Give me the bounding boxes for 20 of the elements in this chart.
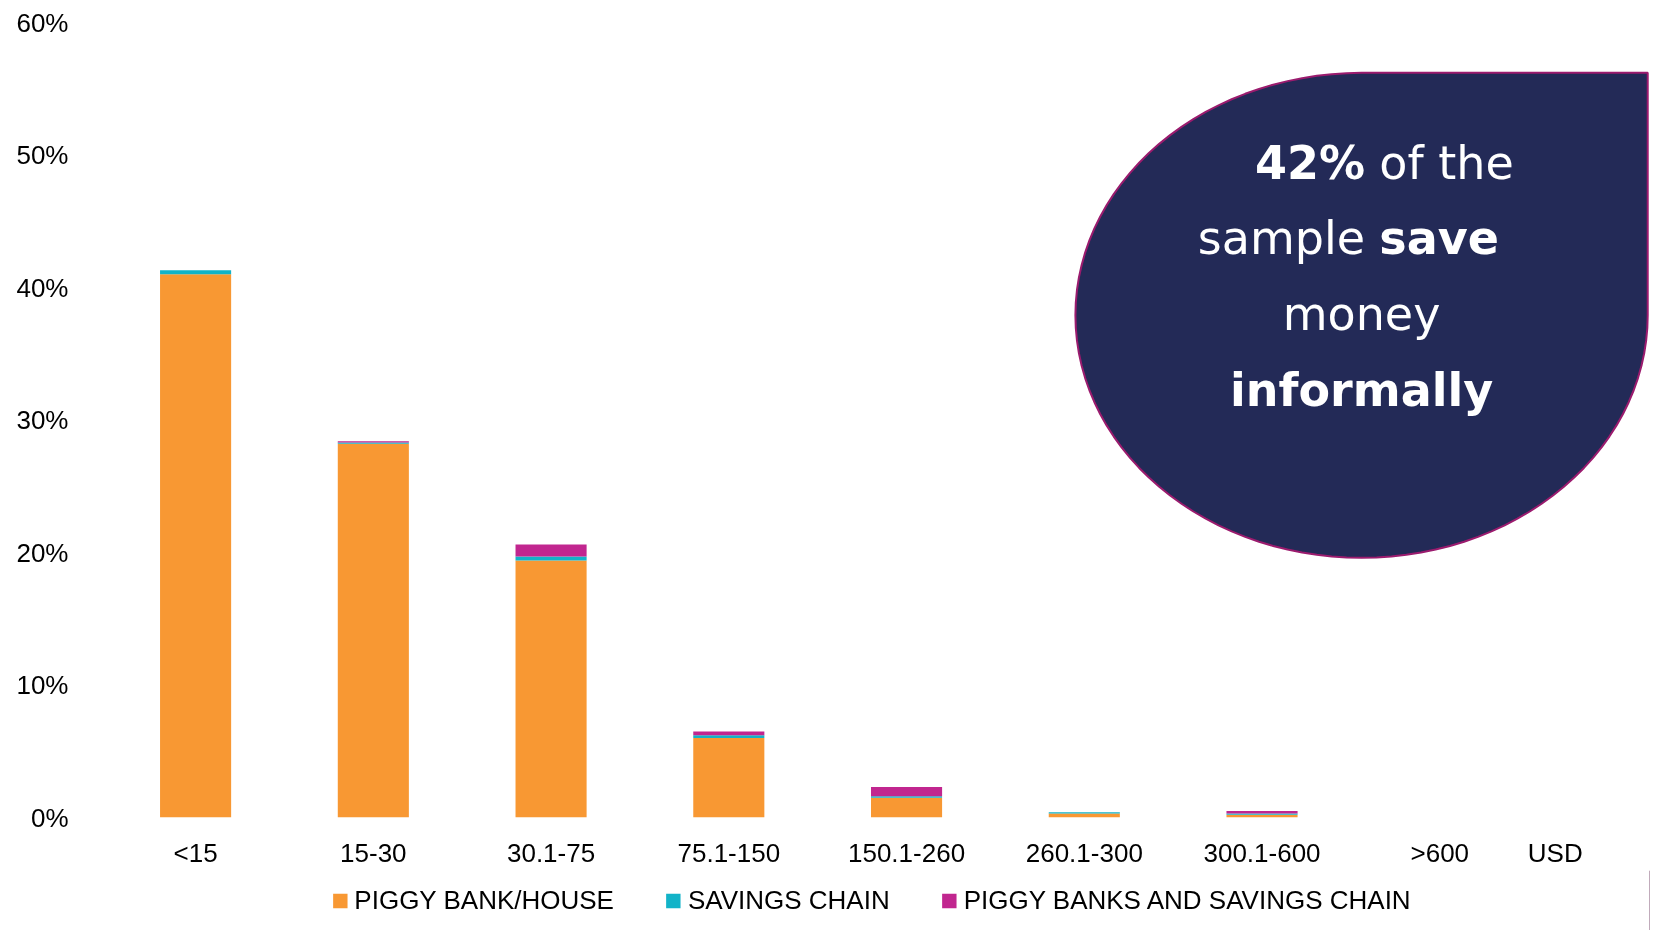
legend-label: SAVINGS CHAIN <box>687 884 890 916</box>
x-tick-label: 150.1-260 <box>848 837 966 868</box>
y-tick-label: 60% <box>16 7 69 38</box>
x-axis-title: USD <box>1527 837 1583 868</box>
y-tick-label: 50% <box>16 140 69 170</box>
x-tick-label: 15-30 <box>340 837 407 868</box>
legend-label: PIGGY BANK/HOUSE <box>354 884 614 916</box>
legend-label: PIGGY BANKS AND SAVINGS CHAIN <box>963 884 1411 916</box>
y-tick-label: 40% <box>16 272 69 303</box>
x-tick-label: 300.1-600 <box>1203 837 1321 868</box>
y-tick-label: 30% <box>16 405 69 435</box>
annotation: 42% of the sample save money informally <box>1197 135 1514 417</box>
x-tick-label: 75.1-150 <box>677 837 781 868</box>
x-tick-label: 30.1-75 <box>506 837 596 868</box>
x-tick-label: 260.1-300 <box>1025 837 1143 868</box>
y-tick-label: 10% <box>16 670 69 700</box>
x-tick-label: <15 <box>173 837 218 868</box>
y-tick-label: 0% <box>30 802 69 833</box>
x-tick-label: >600 <box>1410 837 1470 868</box>
y-tick-label: 20% <box>16 537 69 568</box>
